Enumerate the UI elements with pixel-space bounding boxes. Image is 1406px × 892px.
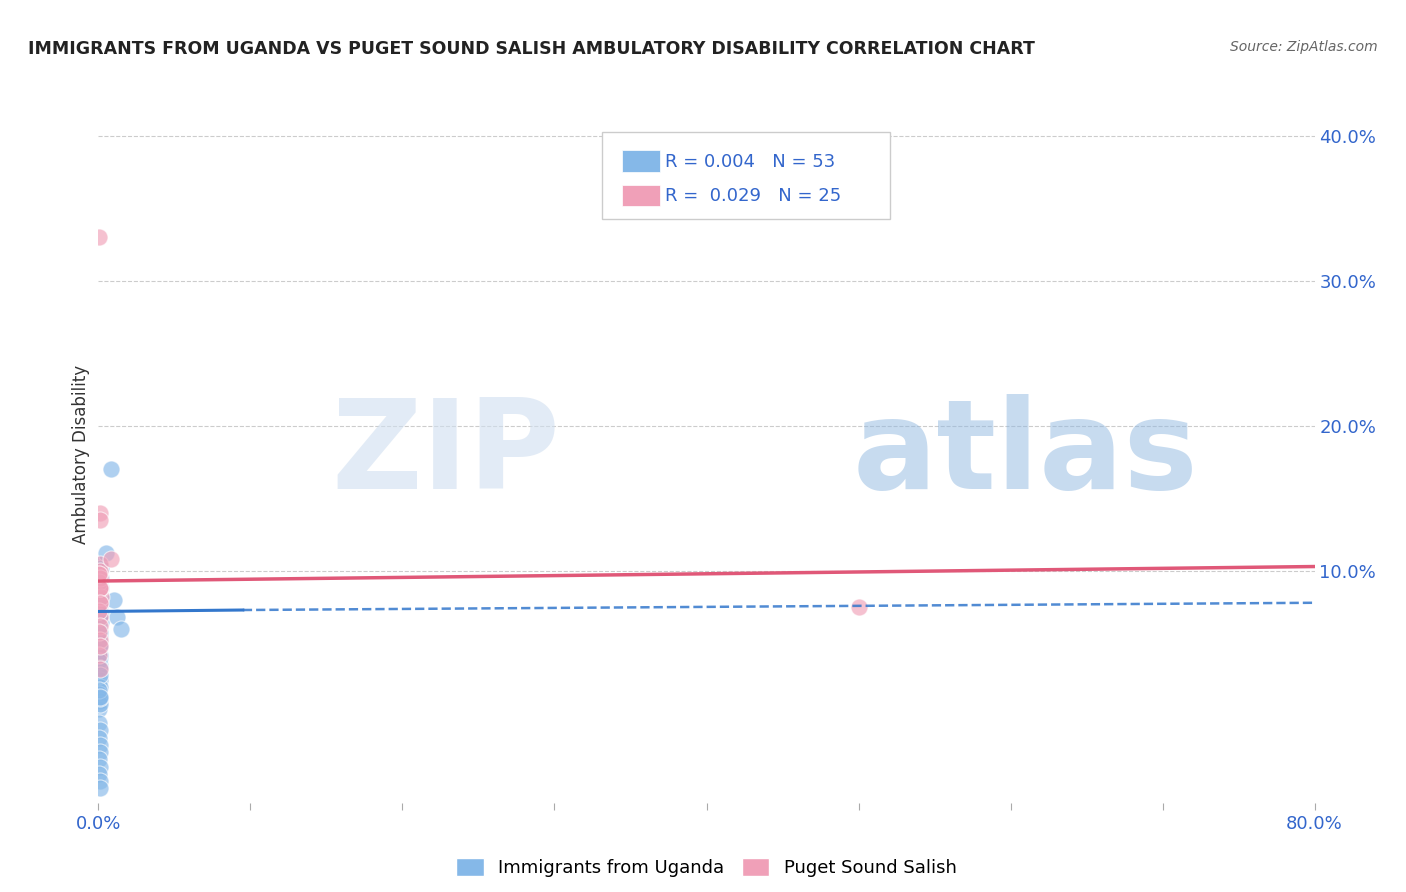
Point — [89, 582, 111, 596]
Point — [89, 622, 111, 636]
Point — [89, 781, 111, 796]
Point — [89, 694, 111, 708]
Point — [89, 690, 111, 704]
Y-axis label: Ambulatory Disability: Ambulatory Disability — [72, 366, 90, 544]
Point — [89, 759, 111, 773]
Text: ZIP: ZIP — [332, 394, 561, 516]
Point — [89, 575, 111, 590]
Point — [89, 661, 111, 675]
Point — [90, 582, 112, 596]
Point — [89, 610, 111, 624]
Point — [89, 639, 111, 653]
Point — [110, 622, 132, 636]
Point — [89, 506, 111, 520]
Legend: Immigrants from Uganda, Puget Sound Salish: Immigrants from Uganda, Puget Sound Sali… — [450, 850, 963, 884]
Point — [89, 557, 111, 571]
Point — [90, 571, 112, 585]
Point — [100, 552, 122, 566]
Point — [89, 596, 111, 610]
Point — [89, 701, 111, 715]
Point — [89, 658, 111, 673]
Point — [89, 557, 111, 571]
Point — [89, 745, 111, 759]
Point — [90, 615, 112, 629]
Point — [89, 605, 111, 619]
Point — [89, 668, 111, 682]
Point — [89, 665, 111, 680]
Point — [100, 462, 122, 476]
Point — [90, 561, 112, 575]
Point — [89, 590, 111, 604]
Point — [89, 575, 111, 590]
Point — [89, 624, 111, 639]
Point — [89, 513, 111, 527]
Point — [89, 633, 111, 648]
Text: atlas: atlas — [852, 394, 1198, 516]
Point — [89, 723, 111, 738]
Point — [89, 738, 111, 752]
Point — [89, 687, 111, 701]
Point — [89, 648, 111, 662]
Point — [89, 680, 111, 694]
Point — [89, 651, 111, 665]
Point — [89, 619, 111, 633]
Point — [105, 610, 128, 624]
Point — [89, 639, 111, 653]
Point — [94, 546, 117, 561]
Point — [89, 596, 111, 610]
Point — [89, 571, 111, 585]
Point — [89, 566, 111, 581]
Point — [89, 731, 111, 745]
Point — [89, 566, 111, 581]
Point — [89, 648, 111, 662]
Point — [89, 662, 111, 676]
Point — [89, 673, 111, 687]
Point — [89, 582, 111, 596]
Text: R =  0.029   N = 25: R = 0.029 N = 25 — [665, 187, 842, 205]
Point — [848, 600, 870, 615]
Point — [89, 633, 111, 648]
Point — [89, 582, 111, 596]
Point — [89, 654, 111, 668]
Point — [89, 624, 111, 639]
Text: IMMIGRANTS FROM UGANDA VS PUGET SOUND SALISH AMBULATORY DISABILITY CORRELATION C: IMMIGRANTS FROM UGANDA VS PUGET SOUND SA… — [28, 40, 1035, 58]
Point — [89, 605, 111, 619]
Point — [89, 566, 111, 581]
Point — [89, 230, 111, 244]
Point — [89, 600, 111, 615]
Point — [89, 636, 111, 650]
Point — [89, 682, 111, 697]
Point — [89, 774, 111, 789]
Point — [89, 766, 111, 781]
Point — [89, 582, 111, 596]
Point — [89, 752, 111, 766]
Text: R = 0.004   N = 53: R = 0.004 N = 53 — [665, 153, 835, 170]
Point — [89, 629, 111, 643]
Point — [89, 610, 111, 624]
Point — [89, 691, 111, 706]
Point — [103, 592, 125, 607]
Point — [90, 607, 112, 622]
Point — [90, 596, 112, 610]
Point — [89, 698, 111, 712]
Point — [90, 590, 112, 604]
Point — [89, 716, 111, 731]
Point — [89, 619, 111, 633]
Point — [89, 643, 111, 657]
Text: Source: ZipAtlas.com: Source: ZipAtlas.com — [1230, 40, 1378, 54]
Point — [89, 564, 111, 578]
